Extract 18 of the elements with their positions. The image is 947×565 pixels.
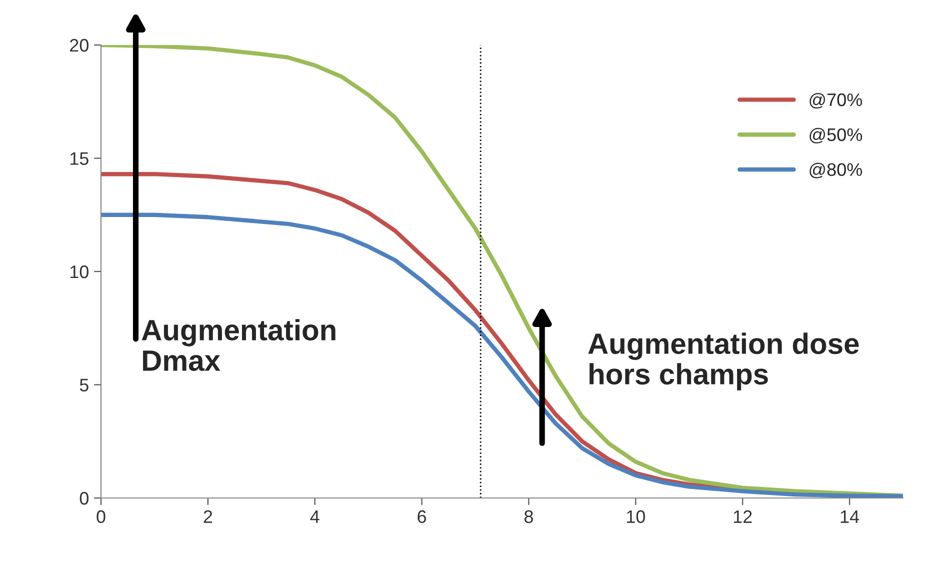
annotation: Augmentation dose hors champs: [588, 332, 859, 390]
annotation: Augmentation Dmax: [142, 319, 336, 371]
x-tick-label: 12: [734, 510, 752, 523]
x-tick-label: 8: [524, 510, 533, 524]
legend-label: @80%: [810, 162, 862, 178]
y-tick-label: 20: [70, 38, 88, 52]
y-tick-label: 10: [70, 265, 88, 278]
y-tick-label: 5: [80, 378, 88, 392]
y-tick-label: 15: [70, 152, 88, 165]
x-tick-label: 4: [310, 510, 320, 523]
legend-label: @50%: [810, 128, 862, 144]
x-tick-label: 0: [96, 510, 106, 524]
x-tick-label: 14: [840, 510, 860, 523]
y-tick-label: 0: [80, 492, 88, 505]
legend-label: @70%: [810, 92, 862, 109]
x-tick-label: 10: [627, 510, 646, 524]
x-tick-label: 2: [204, 510, 212, 523]
x-tick-label: 6: [418, 510, 426, 524]
